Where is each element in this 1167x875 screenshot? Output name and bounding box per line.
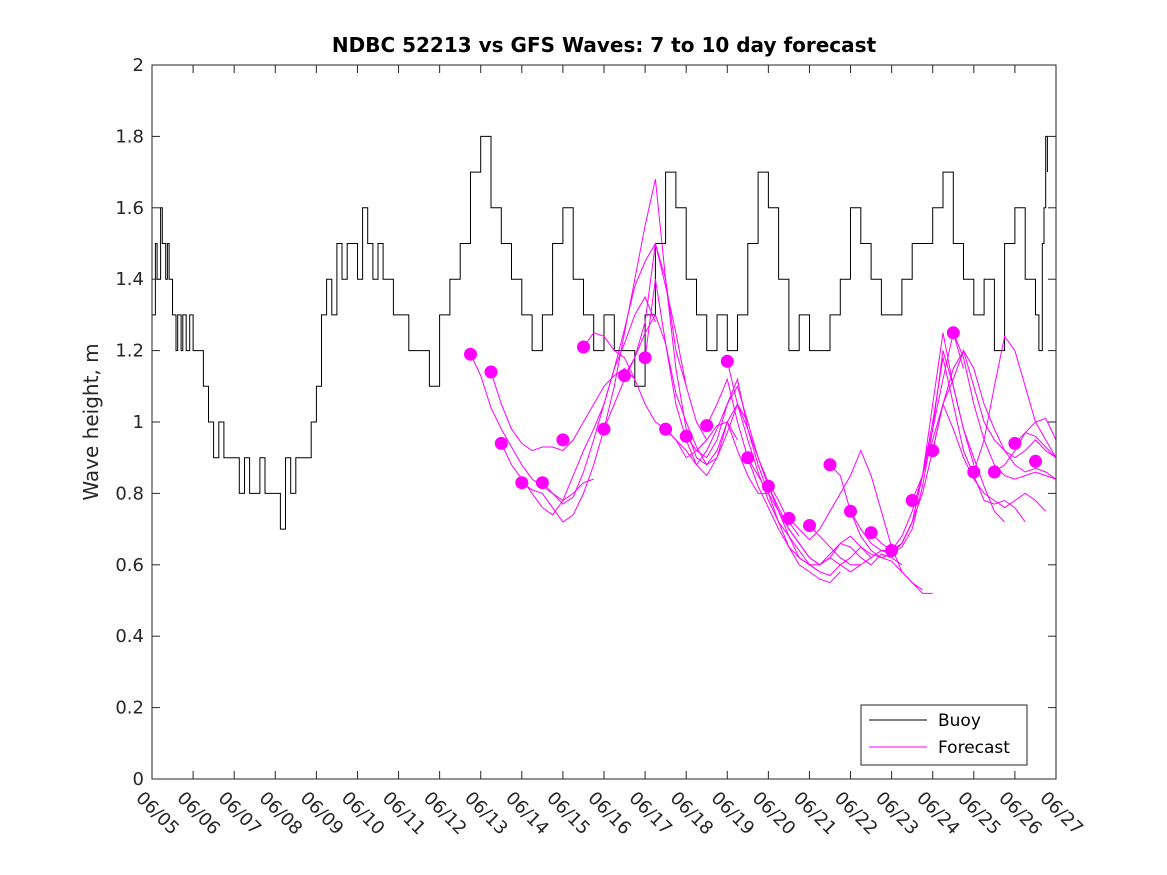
forecast-run-line-22 [911, 349, 1057, 501]
y-tick-label: 0 [133, 769, 144, 790]
forecast-marker [946, 326, 960, 340]
forecast-marker [761, 479, 775, 493]
forecast-marker [782, 511, 796, 525]
forecast-run-line-27 [1014, 432, 1057, 459]
y-tick-label: 0.2 [115, 698, 144, 719]
forecast-marker [535, 476, 549, 490]
forecast-marker [618, 369, 631, 383]
forecast-marker [464, 347, 477, 361]
legend-box [860, 704, 1028, 766]
forecast-marker [700, 419, 714, 433]
y-tick-label: 0.4 [115, 626, 144, 647]
forecast-run-line-16 [788, 449, 933, 594]
forecast-marker [494, 436, 508, 450]
buoy-series-line [152, 135, 1048, 530]
forecast-marker [597, 422, 611, 436]
forecast-marker [659, 422, 673, 436]
series-layer [152, 135, 1057, 594]
y-axis-label: Wave height, m [79, 343, 103, 500]
y-tick-label: 1.4 [115, 269, 144, 290]
y-tick-label: 1.2 [115, 341, 144, 362]
chart-title: NDBC 52213 vs GFS Waves: 7 to 10 day for… [332, 33, 877, 57]
forecast-marker [577, 340, 590, 354]
y-tick-label: 1.8 [115, 126, 144, 147]
forecast-marker [741, 451, 755, 465]
forecast-marker [864, 526, 878, 540]
forecast-marker [1029, 454, 1042, 468]
forecast-marker [926, 444, 940, 458]
plot-area [152, 65, 1056, 779]
forecast-marker [905, 494, 919, 507]
forecast-marker [556, 433, 570, 447]
y-tick-label: 2 [133, 55, 144, 76]
forecast-marker [1008, 436, 1022, 450]
forecast-run-line-11 [685, 377, 841, 584]
forecast-marker [885, 544, 899, 557]
forecast-run-line-25 [973, 335, 1057, 473]
legend: Buoy Forecast [860, 704, 1028, 766]
forecast-marker [987, 465, 1001, 479]
y-tick-label: 0.8 [115, 483, 144, 504]
forecast-run-line-1 [470, 353, 594, 502]
forecast-marker [844, 504, 857, 518]
forecast-run-line-14 [747, 457, 903, 566]
forecast-marker [484, 365, 498, 379]
legend-buoy-label: Buoy [938, 711, 981, 731]
legend-forecast-label: Forecast [938, 738, 1010, 758]
forecast-run-line-15 [767, 486, 923, 591]
forecast-marker [638, 351, 652, 365]
forecast-run-line-12 [706, 377, 862, 573]
forecast-run-line-5 [542, 242, 708, 505]
y-tick-label: 1.6 [115, 198, 144, 219]
forecast-run-line-23 [932, 349, 1057, 459]
forecast-run-line-13 [726, 361, 872, 577]
forecast-marker [823, 458, 837, 472]
forecast-marker [967, 465, 981, 479]
forecast-run-line-8 [624, 243, 769, 494]
forecast-marker [803, 519, 816, 532]
forecast-run-line-24 [952, 332, 1057, 480]
y-tick-label: 1 [133, 412, 144, 433]
forecast-marker [720, 354, 734, 368]
y-tick-label: 0.6 [115, 555, 144, 576]
forecast-marker [679, 429, 693, 443]
forecast-run-line-9 [644, 279, 800, 537]
forecast-marker [515, 476, 529, 490]
